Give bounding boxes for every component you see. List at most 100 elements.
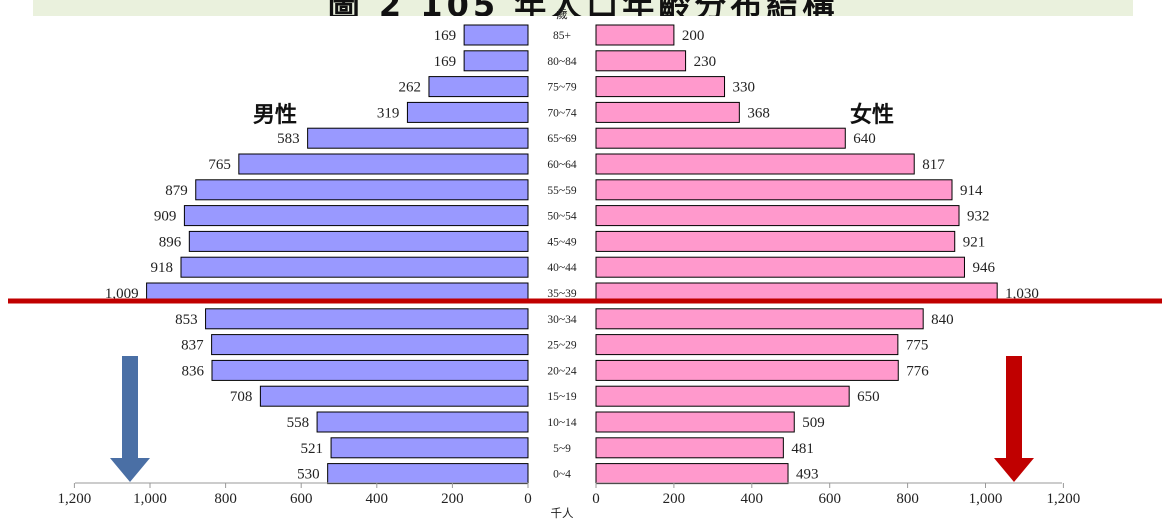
- age-group-label: 75~79: [547, 82, 576, 94]
- female-bar: [595, 334, 899, 356]
- male-label: 男性: [253, 103, 297, 128]
- female-value-label: 946: [972, 260, 995, 276]
- female-label: 女性: [850, 102, 894, 128]
- right-x-tick-label: 400: [741, 491, 764, 507]
- age-group-label: 85+: [553, 30, 571, 42]
- female-value-label: 650: [857, 389, 880, 405]
- left-x-tick-label: 0: [524, 491, 532, 507]
- female-bar: [595, 205, 960, 227]
- female-bar: [595, 308, 924, 330]
- female-bar: [595, 463, 789, 485]
- female-value-label: 200: [682, 28, 705, 44]
- right-x-tick-label: 600: [818, 491, 841, 507]
- male-value-label: 708: [230, 389, 253, 405]
- age-group-label: 25~29: [547, 340, 576, 352]
- female-value-label: 1,030: [1005, 286, 1039, 302]
- male-value-label: 558: [287, 415, 310, 431]
- female-bar: [595, 101, 740, 123]
- female-value-label: 932: [967, 209, 990, 225]
- male-bar: [183, 205, 529, 227]
- right-x-tick-label: 0: [592, 491, 600, 507]
- female-bar: [595, 359, 899, 381]
- male-bar: [238, 153, 529, 175]
- female-value-label: 776: [906, 363, 929, 379]
- right-x-tick-label: 1,200: [1047, 491, 1081, 507]
- age-group-label: 55~59: [547, 185, 576, 197]
- right-x-tick-label: 1,000: [969, 491, 1003, 507]
- age-group-label: 35~39: [547, 288, 576, 300]
- female-bar: [595, 385, 850, 407]
- age-group-label: 10~14: [547, 417, 576, 429]
- male-bar: [195, 179, 529, 201]
- population-unit-label: 千人: [551, 507, 574, 519]
- female-value-label: 509: [802, 415, 825, 431]
- age-unit-label: 歲: [556, 7, 568, 21]
- right-arrow-shaft: [1006, 356, 1022, 458]
- male-bar: [316, 411, 529, 433]
- male-value-label: 262: [398, 80, 421, 96]
- age-group-label: 30~34: [547, 314, 576, 326]
- male-value-label: 853: [175, 312, 198, 328]
- male-bar: [307, 127, 529, 149]
- male-value-label: 583: [277, 131, 300, 147]
- male-bar: [211, 334, 529, 356]
- male-value-label: 1,009: [105, 286, 139, 302]
- male-bar: [330, 437, 529, 459]
- age-group-label: 80~84: [547, 56, 576, 68]
- age-group-label: 5~9: [553, 443, 571, 455]
- male-value-label: 319: [377, 105, 400, 121]
- male-value-label: 836: [181, 363, 204, 379]
- male-value-label: 530: [297, 467, 320, 483]
- male-bar: [406, 101, 529, 123]
- age-group-label: 20~24: [547, 365, 576, 377]
- male-value-label: 909: [154, 209, 177, 225]
- female-bar: [595, 256, 965, 278]
- female-value-label: 368: [747, 105, 770, 121]
- right-x-tick-label: 800: [896, 491, 919, 507]
- male-bar: [463, 50, 529, 72]
- age-group-label: 70~74: [547, 107, 576, 119]
- male-value-label: 918: [150, 260, 173, 276]
- left-arrow-head: [110, 458, 150, 482]
- female-value-label: 921: [963, 234, 986, 250]
- female-bar: [595, 50, 687, 72]
- male-bar: [428, 76, 529, 98]
- female-value-label: 840: [931, 312, 954, 328]
- male-bar: [259, 385, 529, 407]
- female-value-label: 481: [791, 441, 814, 457]
- male-bar: [463, 24, 529, 46]
- age-group-label: 50~54: [547, 211, 576, 223]
- female-value-label: 230: [694, 54, 717, 70]
- female-bar: [595, 230, 956, 252]
- male-bar: [327, 463, 529, 485]
- male-value-label: 765: [208, 157, 231, 173]
- right-arrow-head: [994, 458, 1034, 482]
- female-bar: [595, 153, 915, 175]
- age-group-label: 60~64: [547, 159, 576, 171]
- male-value-label: 896: [159, 234, 182, 250]
- male-bar: [211, 359, 529, 381]
- male-bar: [205, 308, 529, 330]
- male-value-label: 879: [165, 183, 188, 199]
- age-group-label: 15~19: [547, 391, 576, 403]
- female-bar: [595, 179, 953, 201]
- female-value-label: 493: [796, 467, 819, 483]
- age-group-label: 65~69: [547, 133, 576, 145]
- left-x-tick-label: 200: [441, 491, 464, 507]
- female-bar: [595, 411, 795, 433]
- left-x-tick-label: 600: [290, 491, 313, 507]
- male-bar: [188, 230, 529, 252]
- male-value-label: 169: [434, 54, 457, 70]
- female-bar: [595, 127, 846, 149]
- left-x-tick-label: 400: [366, 491, 389, 507]
- female-value-label: 817: [922, 157, 945, 173]
- left-x-tick-label: 1,200: [58, 491, 92, 507]
- left-x-tick-label: 1,000: [133, 491, 167, 507]
- female-bar: [595, 76, 726, 98]
- male-value-label: 169: [434, 28, 457, 44]
- male-bar: [180, 256, 529, 278]
- age-group-label: 45~49: [547, 236, 576, 248]
- chart-title: 圖 2 105 年人口年齡分布結構: [33, 0, 1133, 16]
- male-value-label: 837: [181, 338, 204, 354]
